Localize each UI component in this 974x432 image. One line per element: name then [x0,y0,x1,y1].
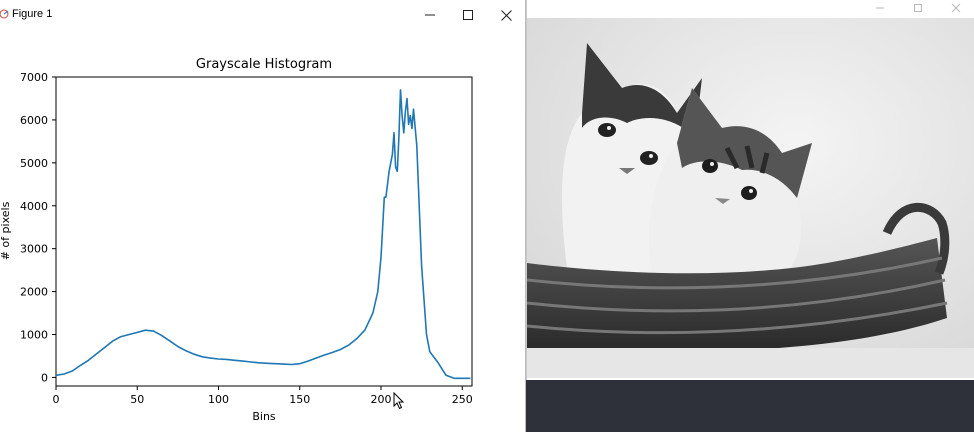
x-tick-label: 0 [53,393,60,406]
figure-window-titlebar[interactable]: Figure 1 [0,0,525,30]
image-window-titlebar[interactable] [527,0,974,18]
figure-window[interactable]: Figure 1 Grayscale Histogram Bins # of p… [0,0,526,432]
y-tick-label: 7000 [20,71,48,84]
mouse-cursor-icon [393,392,405,410]
minimize-icon[interactable] [861,0,899,16]
x-tick-label: 150 [289,393,310,406]
kittens-photo [527,18,974,378]
close-icon[interactable] [487,0,525,30]
maximize-icon[interactable] [899,0,937,16]
x-tick-label: 200 [371,393,392,406]
matplotlib-icon [0,9,9,19]
desktop-background [526,380,974,432]
x-tick-label: 100 [208,393,229,406]
image-window-controls [861,0,974,18]
x-axis-label: Bins [252,410,276,423]
maximize-icon[interactable] [449,0,487,30]
y-tick-label: 5000 [20,157,48,170]
x-tick-label: 250 [452,393,473,406]
y-tick-label: 6000 [20,114,48,127]
histogram-line [55,89,471,380]
figure-window-controls [411,0,525,30]
close-icon[interactable] [937,0,974,16]
histogram-chart[interactable]: Grayscale Histogram Bins # of pixels 0 50… [0,30,525,432]
figure-window-title: Figure 1 [12,8,53,20]
y-axis-label: # of pixels [0,201,12,260]
y-tick-label: 2000 [20,286,48,299]
y-tick-label: 4000 [20,200,48,213]
minimize-icon[interactable] [411,0,449,30]
y-tick-label: 0 [41,371,48,384]
axis-ticks: 0 50 100 150 200 250 0 1000 2000 3000 4000 5000 6000… [20,71,473,406]
x-tick-label: 50 [130,393,144,406]
plot-area [55,76,473,387]
image-window[interactable] [526,0,974,380]
y-tick-label: 1000 [20,329,48,342]
y-tick-label: 3000 [20,243,48,256]
chart-title: Grayscale Histogram [196,57,332,72]
